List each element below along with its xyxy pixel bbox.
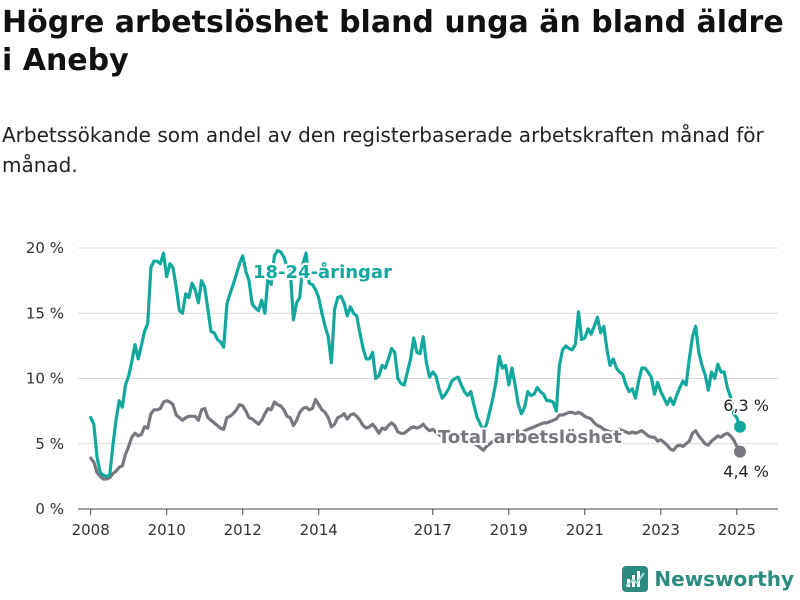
grid bbox=[78, 247, 778, 510]
x-tick-label: 2008 bbox=[72, 521, 110, 539]
series-line-young bbox=[89, 249, 742, 478]
x-tick-label: 2019 bbox=[490, 521, 528, 539]
series-lines bbox=[89, 249, 746, 481]
x-tick-label: 2025 bbox=[718, 521, 756, 539]
x-tick-label: 2023 bbox=[642, 521, 680, 539]
brand-name: Newsworthy bbox=[654, 567, 794, 591]
end-point-young bbox=[733, 420, 746, 433]
y-tick-label: 10 % bbox=[26, 370, 64, 388]
chart-title: Högre arbetslöshet bland unga än bland ä… bbox=[2, 5, 784, 78]
y-axis: 0 % 5 % 10 % 15 % 20 % bbox=[26, 239, 64, 518]
x-axis: 2008 2010 2012 2014 2017 2019 2021 2023 2025 bbox=[72, 509, 756, 539]
series-labels: 18-24-åringar Total arbetslöshet 6,3 % 4,4 … bbox=[251, 259, 771, 483]
brand-logo: Newsworthy bbox=[622, 566, 794, 592]
chart-subtitle: Arbetssökande som andel av den registerb… bbox=[2, 123, 764, 177]
x-tick-label: 2012 bbox=[224, 521, 262, 539]
y-tick-label: 20 % bbox=[26, 239, 64, 257]
end-point-total bbox=[733, 445, 746, 458]
series-label-young: 18-24-åringar bbox=[253, 261, 392, 283]
series-label-total: Total arbetslöshet bbox=[438, 427, 622, 448]
end-value-young: 6,3 % bbox=[723, 396, 769, 415]
y-tick-label: 0 % bbox=[35, 500, 64, 518]
x-tick-label: 2010 bbox=[148, 521, 186, 539]
x-tick-label: 2017 bbox=[414, 521, 452, 539]
x-tick-label: 2014 bbox=[300, 521, 338, 539]
x-tick-label: 2021 bbox=[566, 521, 604, 539]
series-line-total bbox=[89, 397, 742, 481]
end-value-total: 4,4 % bbox=[723, 462, 769, 481]
y-tick-label: 15 % bbox=[26, 304, 64, 322]
bar-chart-icon bbox=[622, 566, 649, 592]
y-tick-label: 5 % bbox=[35, 435, 64, 453]
